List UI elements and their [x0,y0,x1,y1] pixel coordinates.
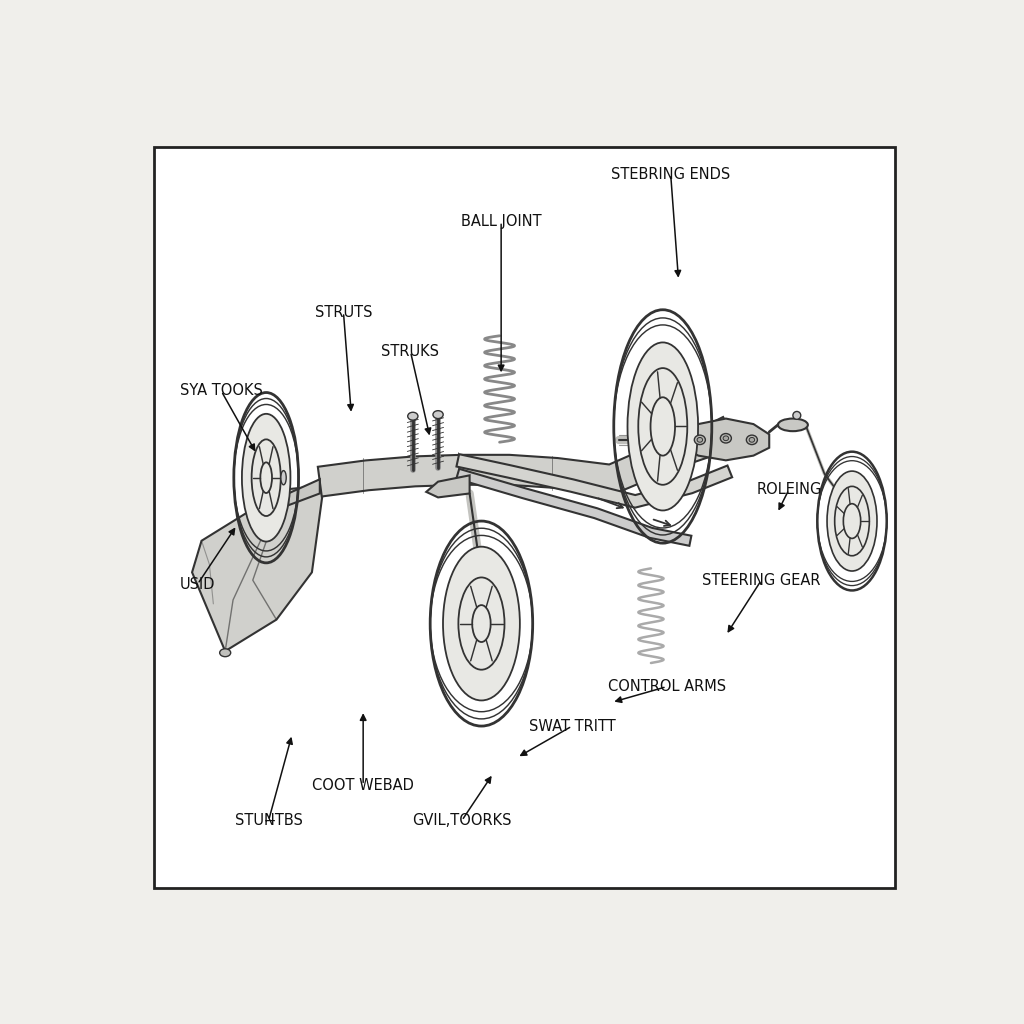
Ellipse shape [408,413,418,420]
Ellipse shape [844,504,861,539]
Text: COOT WEBAD: COOT WEBAD [312,777,414,793]
Ellipse shape [650,397,675,456]
Text: SWAT TRITT: SWAT TRITT [528,719,615,733]
Ellipse shape [220,649,230,656]
Text: STUN̶TBS: STUN̶TBS [234,813,302,828]
Ellipse shape [723,436,729,440]
Polygon shape [193,485,324,651]
Ellipse shape [472,605,490,642]
Ellipse shape [638,368,687,484]
Polygon shape [682,419,769,461]
Text: STEERING GEAR: STEERING GEAR [702,572,820,588]
Ellipse shape [459,578,505,670]
Polygon shape [317,417,736,497]
Ellipse shape [628,342,698,511]
Ellipse shape [281,471,287,484]
Text: STEBRING ENDS: STEBRING ENDS [611,167,730,181]
Text: STRUTS: STRUTS [314,304,372,319]
Ellipse shape [697,437,702,442]
Ellipse shape [280,467,288,488]
Text: STRUKS: STRUKS [382,344,439,359]
Ellipse shape [827,471,877,571]
Text: CONTROL ARMS: CONTROL ARMS [607,679,726,694]
Ellipse shape [720,433,731,443]
Ellipse shape [778,419,808,431]
FancyBboxPatch shape [155,146,895,888]
Polygon shape [426,475,470,498]
Ellipse shape [260,463,272,493]
Polygon shape [457,455,732,508]
Ellipse shape [694,435,706,444]
Ellipse shape [746,435,758,444]
Ellipse shape [278,461,290,495]
Text: SYA TOOKS: SYA TOOKS [180,383,263,398]
Ellipse shape [443,547,520,700]
Ellipse shape [242,414,291,542]
Ellipse shape [433,411,443,419]
Polygon shape [289,479,319,505]
Ellipse shape [750,437,755,442]
Text: GVIL,TOORKS: GVIL,TOORKS [412,813,511,828]
Text: ROLEING: ROLEING [757,482,821,497]
Ellipse shape [835,486,869,556]
Polygon shape [457,469,691,546]
Ellipse shape [252,439,281,516]
Text: BALL JOINT: BALL JOINT [461,214,542,229]
Ellipse shape [793,412,801,420]
Text: USID: USID [180,577,215,592]
